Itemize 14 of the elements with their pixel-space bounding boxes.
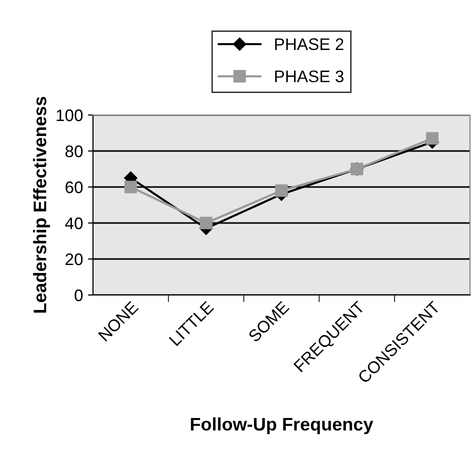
y-tick-label: 60 [66,181,83,194]
point [200,216,212,230]
point [275,184,288,197]
legend-label: PHASE 3 [275,70,344,82]
legend-label: PHASE 2 [275,38,344,50]
y-axis-title: Leadership Effectiveness [33,96,50,313]
y-tick-label: 80 [65,145,83,158]
point [426,132,439,145]
y-tick-label: 40 [65,217,83,230]
y-tick-label: 0 [74,289,83,302]
y-tick-label: 20 [66,253,83,266]
x-axis-title: Follow-Up Frequency [190,417,374,434]
point [124,180,137,194]
y-tick-label: 100 [56,109,83,122]
